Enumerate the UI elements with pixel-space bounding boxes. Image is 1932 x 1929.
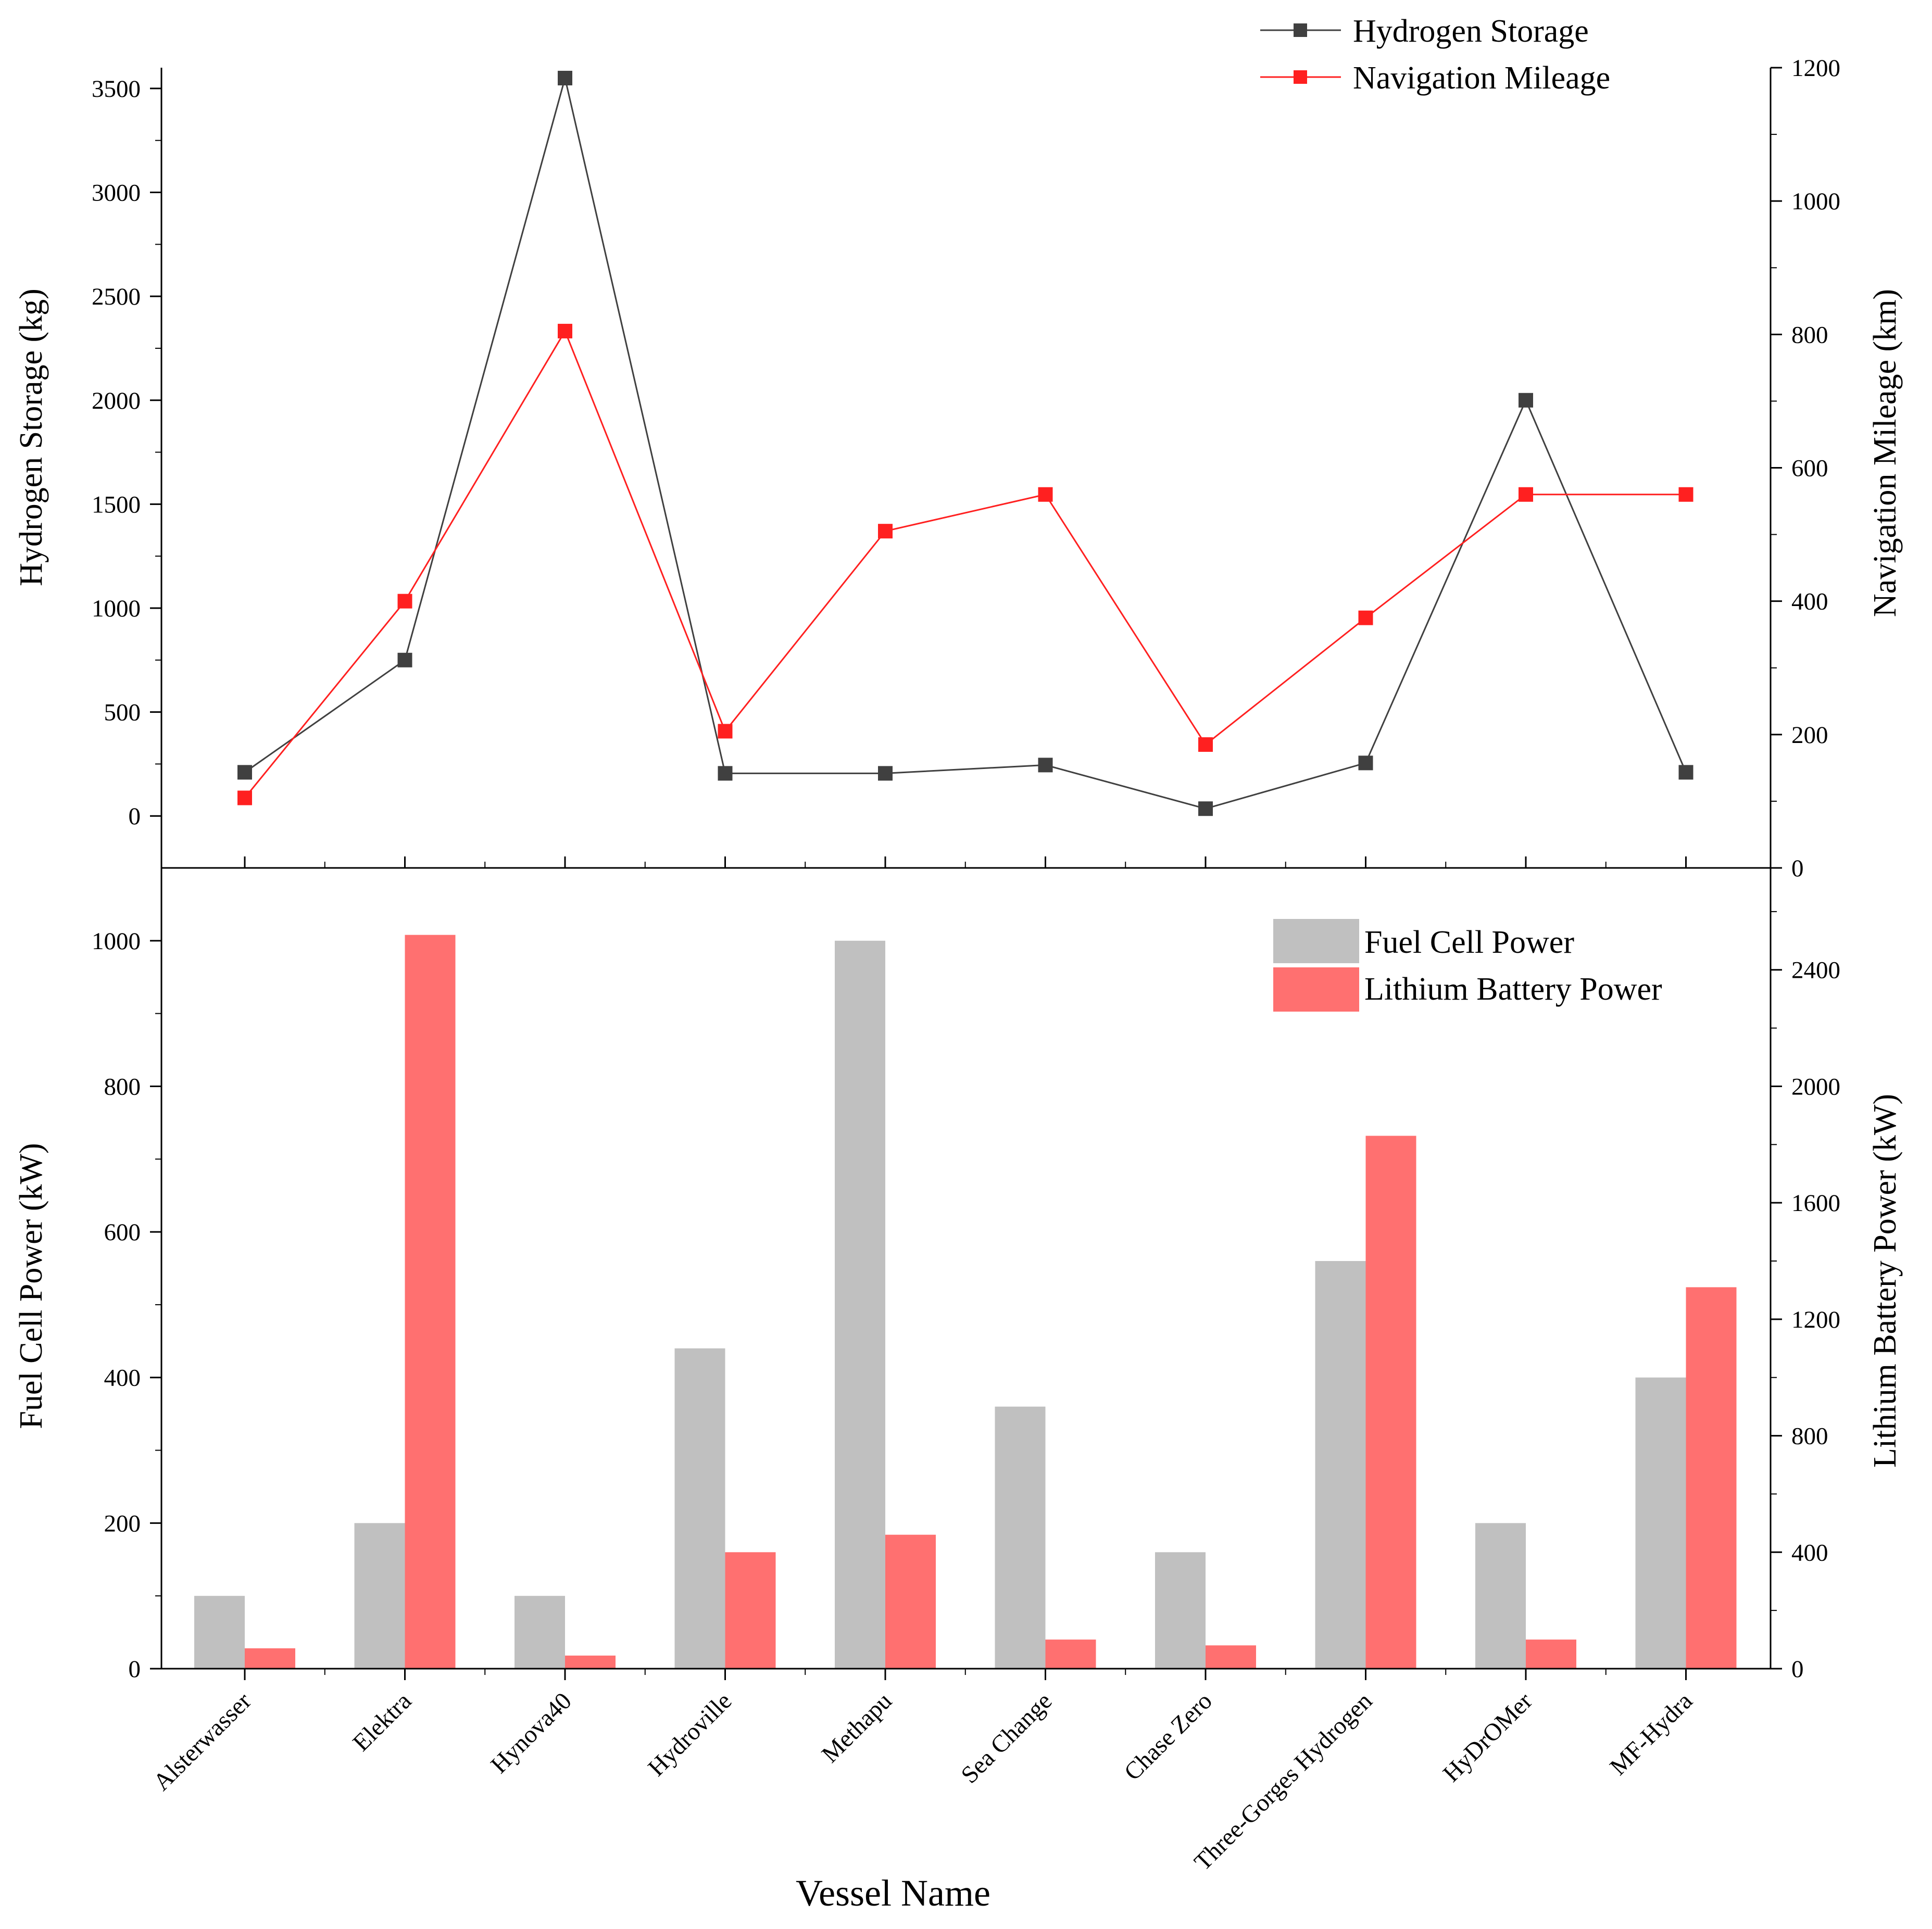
top-right-tick-label: 400	[1791, 588, 1828, 615]
x-category-label-hydroville: Hydroville	[643, 1687, 737, 1782]
x-category-label-elektra: Elektra	[348, 1687, 417, 1757]
top-right-tick-label: 600	[1791, 455, 1828, 482]
bar-fuel-cell-power-three-gorges-hydrogen	[1315, 1261, 1366, 1669]
point-navigation-mileage-alsterwasser	[237, 790, 252, 805]
point-hydrogen-storage-three-gorges-hydrogen	[1358, 755, 1373, 771]
point-hydrogen-storage-chase-zero	[1198, 801, 1213, 816]
bottom-right-tick-label: 0	[1791, 1656, 1804, 1683]
x-category-label-alsterwasser: Alsterwasser	[148, 1687, 257, 1796]
bottom-left-tick-label: 600	[104, 1219, 141, 1246]
bar-lithium-battery-power-hydroville	[725, 1552, 776, 1669]
bar-fuel-cell-power-hydroville	[674, 1348, 725, 1669]
top-right-tick-label: 800	[1791, 321, 1828, 348]
point-navigation-mileage-hydroville	[718, 724, 733, 739]
bar-lithium-battery-power-alsterwasser	[245, 1648, 295, 1669]
legend-label-lithium-battery-power: Lithium Battery Power	[1364, 972, 1662, 1007]
x-category-label-hynova40: Hynova40	[486, 1687, 577, 1779]
top-left-tick-label: 500	[104, 699, 141, 726]
top-left-axis-title: Hydrogen Storage (kg)	[14, 288, 49, 586]
bottom-right-axis-title: Lithium Battery Power (kW)	[1867, 1094, 1903, 1468]
bar-lithium-battery-power-three-gorges-hydrogen	[1365, 1136, 1416, 1669]
bar-lithium-battery-power-hydromer	[1526, 1640, 1576, 1669]
legend-marker-hydrogen-storage	[1294, 23, 1307, 37]
series-line-navigation-mileage	[244, 329, 1686, 799]
bottom-right-tick-label: 2000	[1791, 1073, 1840, 1100]
point-navigation-mileage-hydromer	[1519, 487, 1533, 502]
bar-lithium-battery-power-mf-hydra	[1686, 1287, 1737, 1669]
bottom-panel: 0 200 400 600 800 1000 0 400 800 1200 1600 2000 2400	[92, 868, 1840, 1683]
point-navigation-mileage-hynova40	[558, 323, 572, 338]
legend-swatch-fuel-cell-power	[1273, 919, 1359, 963]
point-hydrogen-storage-hynova40	[558, 70, 572, 85]
bottom-left-tick-label: 800	[104, 1073, 141, 1100]
x-category-label-mf-hydra: MF-Hydra	[1604, 1687, 1698, 1781]
bottom-right-tick-label: 400	[1791, 1539, 1828, 1566]
legend-label-navigation-mileage: Navigation Mileage	[1353, 60, 1610, 96]
bottom-left-axis-title: Fuel Cell Power (kW)	[14, 1143, 49, 1429]
point-navigation-mileage-mf-hydra	[1678, 487, 1693, 502]
point-navigation-mileage-sea-change	[1038, 487, 1053, 502]
bar-lithium-battery-power-chase-zero	[1206, 1645, 1256, 1669]
point-hydrogen-storage-methapu	[878, 766, 893, 781]
bar-fuel-cell-power-hynova40	[515, 1596, 565, 1669]
bar-fuel-cell-power-sea-change	[995, 1406, 1046, 1669]
bottom-right-tick-label: 2400	[1791, 957, 1840, 984]
bar-fuel-cell-power-alsterwasser	[194, 1596, 245, 1669]
bar-fuel-cell-power-elektra	[354, 1523, 405, 1669]
x-axis-category-labels: Alsterwasser Elektra Hynova40 Hydroville Met…	[148, 1687, 1698, 1876]
legend-label-hydrogen-storage: Hydrogen Storage	[1353, 14, 1589, 49]
bar-fuel-cell-power-hydromer	[1475, 1523, 1526, 1669]
bottom-left-tick-label: 200	[104, 1510, 141, 1537]
bottom-right-tick-label: 1600	[1791, 1190, 1840, 1217]
bar-lithium-battery-power-sea-change	[1045, 1640, 1096, 1669]
top-legend: Hydrogen Storage Navigation Mileage	[1260, 14, 1610, 96]
top-left-tick-label: 1500	[92, 491, 141, 518]
legend-swatch-lithium-battery-power	[1273, 967, 1359, 1012]
bar-fuel-cell-power-methapu	[835, 940, 885, 1669]
x-axis-title: Vessel Name	[796, 1872, 990, 1914]
x-category-label-hydromer: HyDrOMer	[1438, 1687, 1538, 1787]
bottom-left-tick-label: 400	[104, 1365, 141, 1392]
top-panel: 0 500 1000 1500 2000 2500 3000 3500 0 200 400 600 80…	[92, 55, 1840, 882]
bottom-left-tick-label: 1000	[92, 928, 141, 955]
top-right-axis-title: Navigation Mileage (km)	[1867, 289, 1903, 617]
point-navigation-mileage-chase-zero	[1198, 737, 1213, 752]
legend-label-fuel-cell-power: Fuel Cell Power	[1364, 925, 1574, 960]
top-right-tick-label: 1200	[1791, 55, 1840, 82]
point-hydrogen-storage-elektra	[397, 652, 412, 667]
x-category-label-three-gorges-hydrogen: Three-Gorges Hydrogen	[1189, 1687, 1377, 1876]
point-hydrogen-storage-sea-change	[1038, 758, 1053, 773]
bar-fuel-cell-power-mf-hydra	[1635, 1377, 1686, 1669]
bottom-legend: Fuel Cell Power Lithium Battery Power	[1273, 919, 1662, 1012]
point-hydrogen-storage-mf-hydra	[1678, 765, 1693, 780]
point-hydrogen-storage-hydromer	[1519, 393, 1533, 408]
point-navigation-mileage-elektra	[397, 594, 412, 609]
point-hydrogen-storage-alsterwasser	[237, 765, 252, 780]
bar-lithium-battery-power-elektra	[405, 935, 456, 1669]
x-category-label-sea-change: Sea Change	[956, 1687, 1058, 1789]
point-navigation-mileage-three-gorges-hydrogen	[1358, 610, 1373, 625]
bottom-right-tick-label: 800	[1791, 1423, 1828, 1450]
top-right-tick-label: 0	[1791, 855, 1804, 882]
top-left-tick-label: 3500	[92, 75, 141, 103]
legend-marker-navigation-mileage	[1294, 70, 1307, 84]
top-right-tick-label: 1000	[1791, 188, 1840, 215]
top-left-tick-label: 3000	[92, 180, 141, 207]
bottom-left-tick-label: 0	[129, 1656, 141, 1683]
x-category-label-methapu: Methapu	[817, 1687, 897, 1768]
top-left-tick-label: 0	[129, 803, 141, 830]
bar-lithium-battery-power-hynova40	[565, 1655, 616, 1669]
point-hydrogen-storage-hydroville	[718, 766, 733, 781]
bar-fuel-cell-power-chase-zero	[1155, 1552, 1206, 1669]
bottom-right-tick-label: 1200	[1791, 1306, 1840, 1333]
top-left-tick-label: 1000	[92, 595, 141, 622]
top-left-tick-label: 2500	[92, 283, 141, 310]
x-category-label-chase-zero: Chase Zero	[1119, 1687, 1218, 1786]
top-right-tick-label: 200	[1791, 722, 1828, 749]
top-left-tick-label: 2000	[92, 387, 141, 414]
bar-lithium-battery-power-methapu	[885, 1534, 936, 1669]
series-line-hydrogen-storage	[244, 78, 1687, 810]
point-navigation-mileage-methapu	[878, 524, 893, 539]
